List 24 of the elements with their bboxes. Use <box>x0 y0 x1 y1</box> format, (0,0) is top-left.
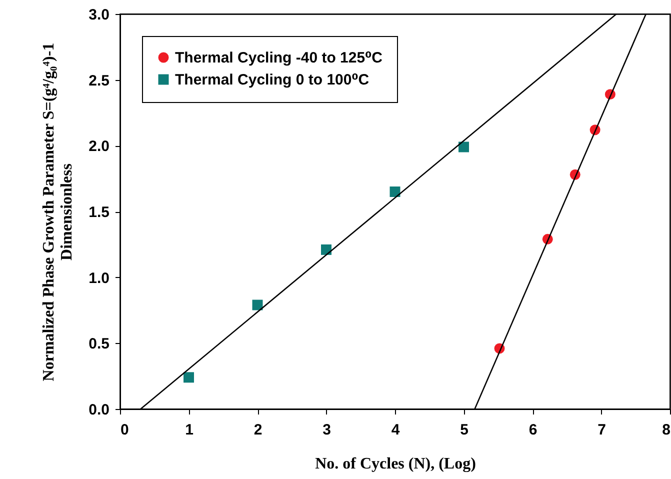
x-tick-label: 6 <box>528 422 538 438</box>
legend-label: Thermal Cycling 0 to 100⁰C <box>175 72 370 88</box>
x-tick-label: 7 <box>598 422 606 438</box>
x-tick-label: 2 <box>254 422 262 438</box>
x-tick-label: 5 <box>460 422 468 438</box>
x-tick-label: 8 <box>662 422 670 438</box>
x-tick-label: 1 <box>185 422 194 438</box>
y-tick-label: 0.0 <box>88 402 110 418</box>
point <box>252 300 263 310</box>
y-tick-label: 1.0 <box>88 270 110 287</box>
x-tick-label: 3 <box>322 422 331 438</box>
y-tick-label: 2.5 <box>88 72 110 90</box>
y-axis-title: Normalized Phase Growth Parameter S=(g⁴/g₀⁴)-1 Dimensionless <box>40 42 76 382</box>
x-axis-title: No. of Cycles (N), (Log) <box>315 456 476 472</box>
y-tick-label: 2.0 <box>88 138 110 156</box>
y-tick-label: 1.5 <box>88 204 110 221</box>
point <box>321 244 332 255</box>
legend-label: Thermal Cycling -40 to 125⁰C <box>175 50 383 66</box>
x-tick-label: 0 <box>120 422 129 438</box>
y-tick-label: 3.0 <box>88 6 110 24</box>
point <box>184 372 194 383</box>
point <box>458 142 469 152</box>
x-tick-label: 4 <box>391 422 400 438</box>
y-tick-label: 0.5 <box>88 336 110 353</box>
